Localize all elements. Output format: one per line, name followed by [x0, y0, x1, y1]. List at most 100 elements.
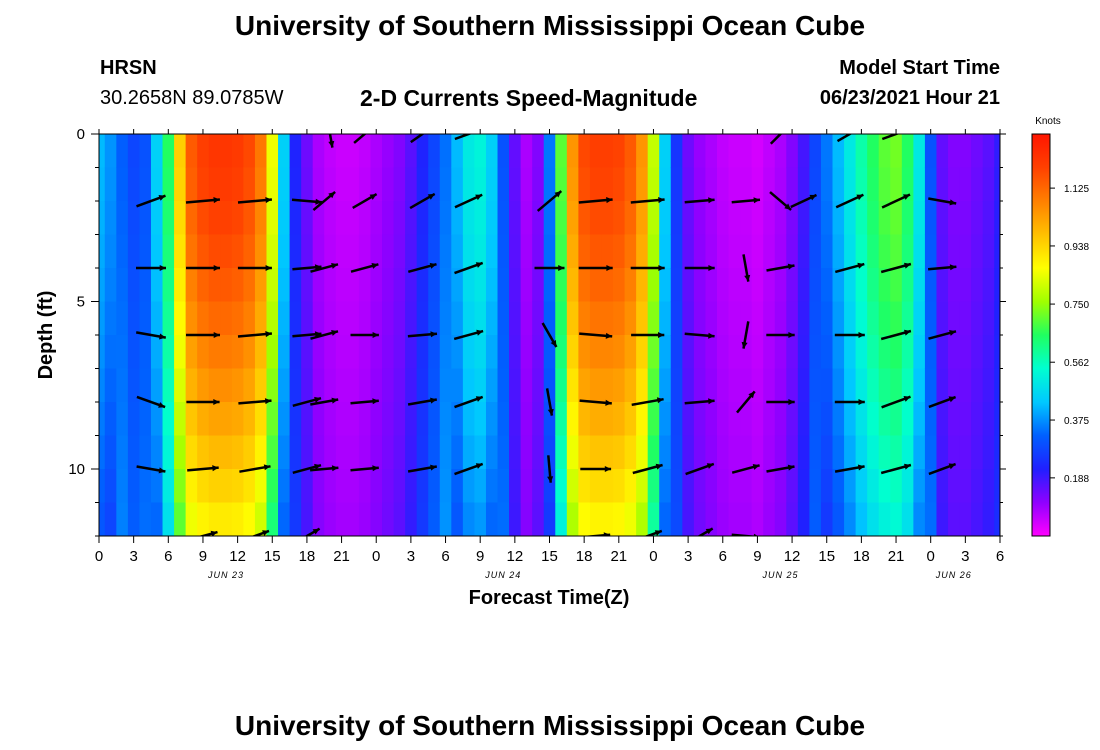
y-tick-label: 0	[77, 126, 85, 143]
heatmap-cell	[601, 167, 614, 202]
heatmap-cell	[324, 335, 337, 370]
heatmap-cell	[613, 402, 626, 437]
heatmap-cell	[948, 268, 961, 303]
heatmap-cell	[578, 134, 591, 169]
heatmap-cell	[497, 402, 510, 437]
heatmap-cell	[636, 402, 649, 437]
heatmap-cell	[913, 368, 926, 403]
heatmap-cell	[543, 368, 556, 403]
heatmap-cell	[231, 368, 244, 403]
heatmap-cell	[566, 201, 579, 236]
heatmap-cell	[104, 301, 117, 336]
heatmap-cell	[174, 167, 187, 202]
heatmap-cell	[208, 134, 221, 169]
vector-arrow	[309, 465, 339, 472]
heatmap-cell	[763, 502, 776, 536]
heatmap-cell	[208, 502, 221, 536]
heatmap-cell	[370, 335, 383, 370]
heatmap-cell	[924, 335, 938, 370]
heatmap-cell	[185, 201, 198, 236]
heatmap-cell	[99, 502, 106, 536]
heatmap-cell	[936, 134, 949, 169]
heatmap-cell	[324, 268, 337, 303]
heatmap-cell	[890, 335, 903, 370]
heatmap-cell	[197, 435, 210, 470]
vector-arrow	[928, 330, 957, 340]
heatmap-cell	[532, 368, 545, 403]
vector-arrow	[186, 332, 220, 338]
heatmap-cell	[278, 368, 291, 403]
heatmap-cell	[647, 134, 660, 169]
heatmap-cell	[358, 268, 372, 303]
heatmap-cell	[370, 134, 383, 169]
heatmap-cell	[312, 368, 325, 403]
heatmap-cell	[971, 502, 984, 536]
heatmap-cell	[174, 234, 187, 269]
heatmap-cell	[797, 335, 810, 370]
heatmap-cell	[474, 502, 487, 536]
vector-arrow	[534, 265, 565, 271]
heatmap-cell	[532, 502, 545, 536]
heatmap-cell	[520, 134, 533, 169]
heatmap-cell	[670, 435, 683, 470]
vector-arrow	[292, 396, 322, 408]
heatmap-cell	[624, 402, 637, 437]
heatmap-cell	[208, 167, 221, 202]
heatmap-cell	[462, 502, 476, 536]
heatmap-cell	[416, 335, 429, 370]
heatmap-cell	[601, 234, 614, 269]
heatmap-cell	[936, 469, 949, 504]
heatmap-cell	[243, 435, 256, 470]
heatmap-cell	[786, 402, 799, 437]
heatmap-cell	[809, 335, 822, 370]
heatmap-cell	[566, 234, 579, 269]
heatmap-cell	[740, 134, 753, 169]
heatmap-cell	[878, 167, 891, 202]
heatmap-cell	[555, 301, 568, 336]
heatmap-cells	[99, 134, 1000, 536]
heatmap-cell	[104, 134, 117, 169]
heatmap-cell	[786, 301, 799, 336]
heatmap-cell	[462, 201, 476, 236]
heatmap-cell	[555, 435, 568, 470]
heatmap-cell	[393, 368, 406, 403]
heatmap-cell	[162, 201, 175, 236]
heatmap-cell	[589, 134, 603, 169]
heatmap-cell	[994, 335, 1000, 370]
vector-arrow	[631, 397, 664, 407]
heatmap-cell	[682, 368, 695, 403]
heatmap-cell	[670, 502, 683, 536]
heatmap-cell	[936, 435, 949, 470]
vector-arrow	[736, 390, 756, 414]
heatmap-cell	[439, 502, 452, 536]
heatmap-cell	[774, 268, 787, 303]
heatmap-cell	[948, 469, 961, 504]
heatmap-cell	[809, 469, 822, 504]
heatmap-cell	[716, 134, 730, 169]
heatmap-cell	[705, 435, 718, 470]
heatmap-cell	[566, 134, 579, 169]
heatmap-cell	[971, 435, 984, 470]
heatmap-cell	[520, 469, 533, 504]
heatmap-cell	[485, 234, 499, 269]
x-tick-label: 12	[784, 548, 801, 565]
heatmap-cell	[566, 335, 579, 370]
vector-arrow	[291, 198, 323, 205]
vector-arrow	[684, 265, 715, 271]
heatmap-cell	[382, 268, 395, 303]
heatmap-cell	[405, 502, 418, 536]
heatmap-cell	[693, 167, 707, 202]
vector-arrow	[454, 462, 484, 476]
heatmap-cell	[335, 134, 348, 169]
heatmap-cell	[740, 402, 753, 437]
heatmap-cell	[763, 268, 776, 303]
heatmap-cell	[867, 368, 880, 403]
heatmap-cell	[682, 335, 695, 370]
heatmap-cell	[254, 167, 268, 202]
heatmap-cell	[994, 435, 1000, 470]
heatmap-cell	[405, 368, 418, 403]
heatmap-cell	[959, 301, 972, 336]
heatmap-cell	[728, 201, 741, 236]
heatmap-cell	[266, 469, 279, 504]
